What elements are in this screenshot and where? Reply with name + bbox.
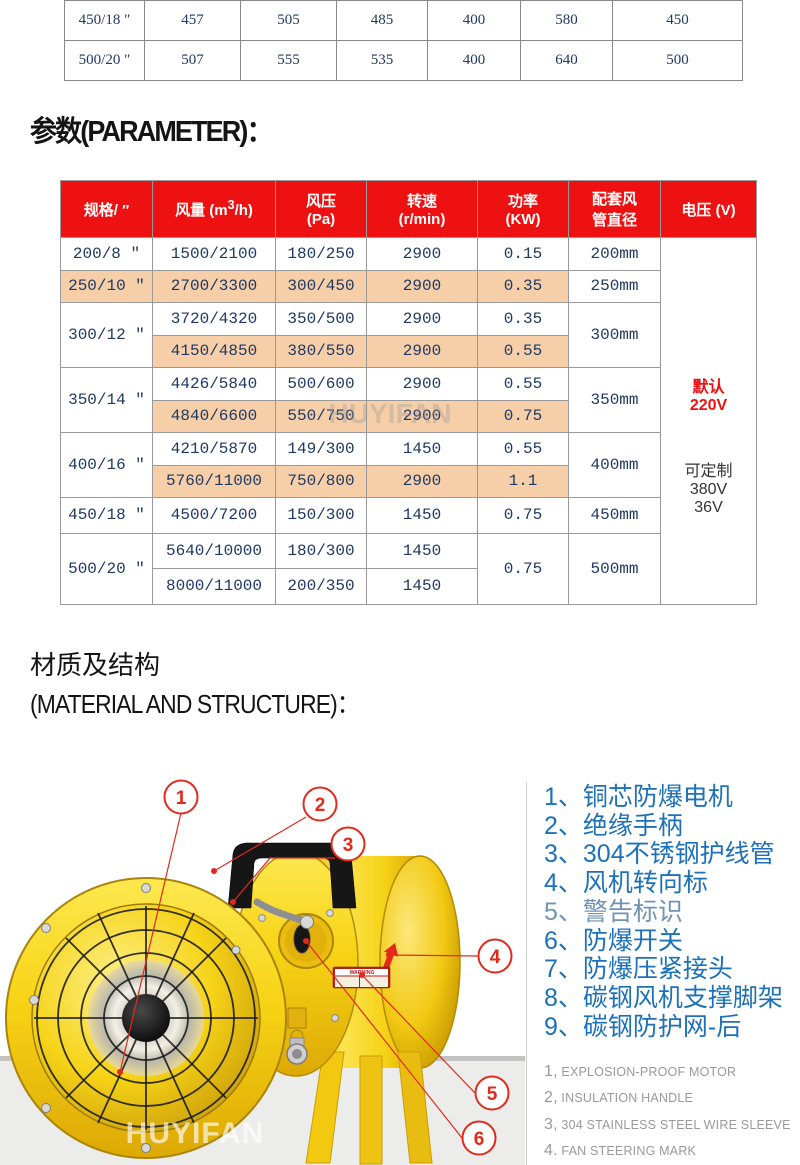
svg-text:3: 3: [343, 835, 354, 856]
svg-text:2: 2: [315, 795, 326, 816]
svg-text:4: 4: [490, 947, 501, 968]
svg-text:6: 6: [474, 1129, 485, 1150]
svg-text:5: 5: [487, 1084, 498, 1105]
svg-text:1: 1: [176, 788, 187, 809]
